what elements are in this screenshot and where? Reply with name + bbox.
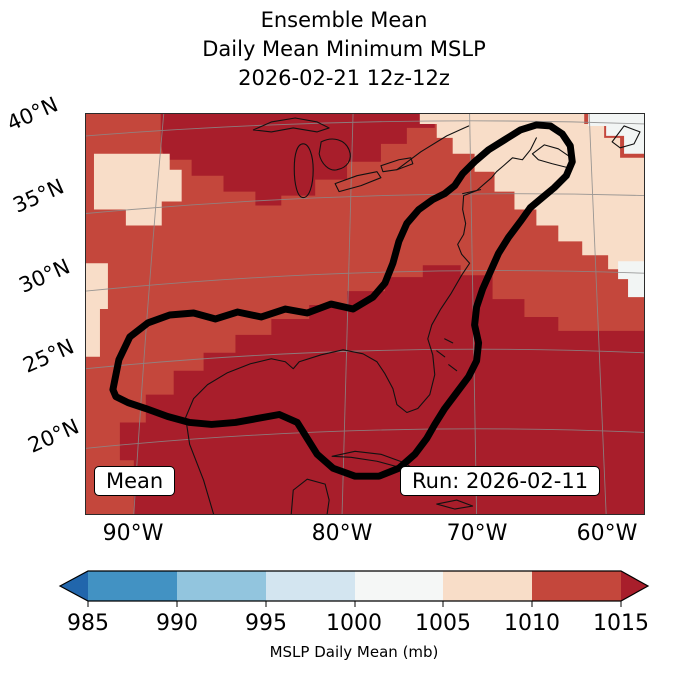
coastline-st-lawrence xyxy=(396,125,470,171)
pressure-contour-outline xyxy=(109,121,576,480)
yaxis-label-40n: 40°N xyxy=(3,92,62,136)
colorbar-tick-995: 995 xyxy=(245,611,287,636)
colorbar-axis-label: MSLP Daily Mean (mb) xyxy=(269,643,439,661)
colorbar-extend-low xyxy=(60,571,88,601)
mean-label-box: Mean xyxy=(94,466,176,496)
coastline-long-island xyxy=(462,189,482,195)
figure-title: Ensemble Mean Daily Mean Minimum MSLP 20… xyxy=(0,6,688,93)
grid-meridian-80w xyxy=(341,114,354,514)
grid-parallel-20n xyxy=(86,428,644,449)
coastline-hispaniola xyxy=(436,499,474,510)
colorbar-tick-1010: 1010 xyxy=(504,611,560,636)
xaxis-label-60w: 60°W xyxy=(576,521,638,546)
region-low-pressure-northeast xyxy=(419,114,644,270)
yaxis-label-25n: 25°N xyxy=(19,334,78,378)
coastlines xyxy=(185,117,641,514)
lake-superior xyxy=(252,117,330,133)
lake-ontario xyxy=(380,157,414,173)
yaxis-label-20n: 20°N xyxy=(24,414,83,458)
coastline-yucatan xyxy=(290,478,330,514)
colorbar-tick-1005: 1005 xyxy=(415,611,471,636)
yaxis-label-30n: 30°N xyxy=(15,254,74,298)
colorbar-tick-985: 985 xyxy=(67,611,109,636)
yaxis-label-35n: 35°N xyxy=(9,174,68,218)
title-line-1: Ensemble Mean xyxy=(260,8,428,32)
colorbar xyxy=(58,570,650,607)
region-high-pressure-north xyxy=(160,114,435,206)
xaxis-label-70w: 70°W xyxy=(446,521,508,546)
colorbar-seg-1010-1015 xyxy=(532,571,621,601)
colorbar-seg-995-1000 xyxy=(266,571,355,601)
coastline-bahamas xyxy=(436,338,458,372)
region-low-pressure-left-edge xyxy=(86,263,108,357)
colorbar-tick-990: 990 xyxy=(156,611,198,636)
region-high-pressure-south xyxy=(119,265,644,514)
grid-meridian-60w xyxy=(588,114,607,514)
colorbar-tick-1015: 1015 xyxy=(593,611,649,636)
lake-erie xyxy=(334,171,382,193)
grid-parallel-35n xyxy=(86,193,644,214)
coastline-newfoundland xyxy=(611,125,641,149)
region-lowest-pressure-corner xyxy=(588,114,644,154)
mslp-map xyxy=(86,114,644,514)
xaxis-label-80w: 80°W xyxy=(311,521,373,546)
grid-parallel-25n xyxy=(86,348,644,370)
xaxis-label-90w: 90°W xyxy=(102,521,164,546)
lake-michigan xyxy=(293,143,314,199)
colorbar-seg-990-995 xyxy=(177,571,266,601)
grid-meridian-90w xyxy=(133,114,165,514)
region-lowest-pressure-right-edge xyxy=(618,261,644,298)
title-line-3: 2026-02-21 12z-12z xyxy=(238,66,450,90)
grid-parallel-30n xyxy=(86,270,644,292)
colorbar-seg-1000-1005 xyxy=(355,571,443,601)
map-panel xyxy=(85,113,645,515)
title-line-2: Daily Mean Minimum MSLP xyxy=(202,37,486,61)
colorbar-seg-1005-1010 xyxy=(443,571,532,601)
colorbar-seg-985-990 xyxy=(88,571,177,601)
coastline-gulf-atlantic xyxy=(185,137,537,514)
run-date-box: Run: 2026-02-11 xyxy=(400,466,601,496)
grid-parallel-40n xyxy=(86,120,644,137)
colorbar-tickmarks xyxy=(87,601,622,607)
lake-huron xyxy=(318,138,351,171)
colorbar-tick-1000: 1000 xyxy=(326,611,382,636)
colorbar-extend-high xyxy=(621,571,648,601)
